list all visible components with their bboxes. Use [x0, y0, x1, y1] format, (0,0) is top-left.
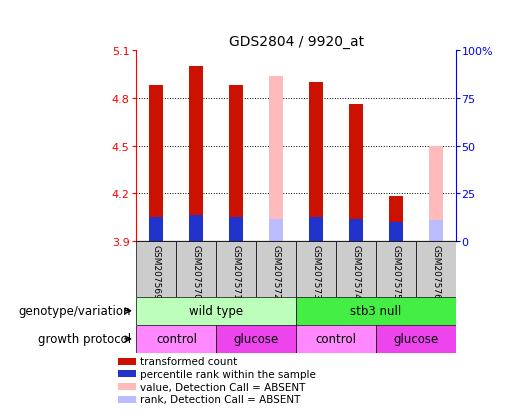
Bar	[336, 241, 376, 297]
Bar	[149, 217, 163, 241]
Bar	[416, 241, 456, 297]
Text: GSM207571: GSM207571	[232, 244, 241, 299]
Bar	[296, 325, 376, 353]
Bar	[309, 83, 323, 241]
Text: glucose: glucose	[393, 332, 438, 346]
Bar	[216, 241, 256, 297]
Bar	[190, 216, 203, 241]
Bar	[216, 325, 296, 353]
Bar	[117, 370, 136, 377]
Text: growth protocol: growth protocol	[38, 332, 131, 346]
Text: stb3 null: stb3 null	[350, 304, 402, 318]
Bar	[389, 197, 403, 241]
Bar	[376, 241, 416, 297]
Bar	[190, 67, 203, 241]
Bar	[229, 217, 243, 241]
Bar	[309, 217, 323, 241]
Text: GSM207573: GSM207573	[312, 244, 320, 299]
Text: genotype/variation: genotype/variation	[19, 304, 131, 318]
Text: GSM207574: GSM207574	[352, 244, 360, 299]
Bar	[136, 297, 296, 325]
Bar	[269, 76, 283, 241]
Text: percentile rank within the sample: percentile rank within the sample	[140, 369, 316, 379]
Text: GSM207576: GSM207576	[432, 244, 440, 299]
Bar	[269, 219, 283, 241]
Text: transformed count: transformed count	[140, 356, 237, 366]
Text: glucose: glucose	[234, 332, 279, 346]
Bar	[176, 241, 216, 297]
Bar	[376, 325, 456, 353]
Bar	[136, 241, 176, 297]
Bar	[117, 396, 136, 403]
Bar	[429, 221, 443, 241]
Bar	[349, 219, 363, 241]
Bar	[389, 222, 403, 241]
Bar	[149, 86, 163, 241]
Bar	[229, 86, 243, 241]
Text: GSM207575: GSM207575	[391, 244, 400, 299]
Bar	[136, 325, 216, 353]
Bar	[429, 146, 443, 241]
Bar	[117, 358, 136, 365]
Bar	[349, 105, 363, 241]
Text: GSM207570: GSM207570	[192, 244, 201, 299]
Text: GSM207569: GSM207569	[152, 244, 161, 299]
Bar	[296, 241, 336, 297]
Text: rank, Detection Call = ABSENT: rank, Detection Call = ABSENT	[140, 394, 300, 404]
Bar	[296, 297, 456, 325]
Text: control: control	[156, 332, 197, 346]
Text: GSM207572: GSM207572	[272, 244, 281, 299]
Text: value, Detection Call = ABSENT: value, Detection Call = ABSENT	[140, 382, 305, 392]
Bar	[256, 241, 296, 297]
Title: GDS2804 / 9920_at: GDS2804 / 9920_at	[229, 35, 364, 49]
Text: wild type: wild type	[189, 304, 244, 318]
Bar	[117, 383, 136, 390]
Text: control: control	[316, 332, 356, 346]
